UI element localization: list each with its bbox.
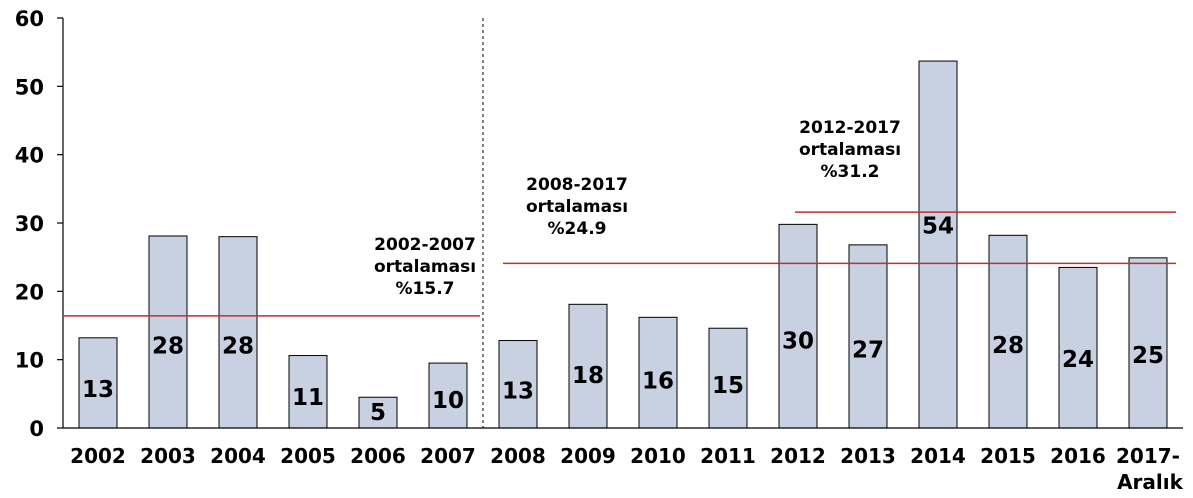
bar-2007 bbox=[428, 362, 468, 429]
average-annotation-line: ortalaması bbox=[799, 140, 901, 160]
bar-2002 bbox=[78, 337, 118, 429]
x-tick-label-2004: 2004 bbox=[210, 444, 266, 468]
x-tick-label-2011: 2011 bbox=[700, 444, 756, 468]
data-label-2006: 5 bbox=[370, 400, 386, 426]
data-label-2011: 15 bbox=[712, 373, 744, 399]
x-axis: 2002 2003 2004 2005 2006 2007 2008 2009 2010 2011… bbox=[63, 427, 1184, 494]
x-tick-label-2013: 2013 bbox=[840, 444, 896, 468]
y-axis: 0 10 20 30 40 50 60 bbox=[15, 7, 64, 441]
bar-2010 bbox=[638, 316, 678, 429]
x-tick-label-2010: 2010 bbox=[630, 444, 686, 468]
data-label-2012: 30 bbox=[782, 328, 814, 354]
y-tick-label: 30 bbox=[15, 212, 44, 236]
bar-2017- bbox=[1128, 257, 1168, 429]
x-tick-label-2012: 2012 bbox=[770, 444, 826, 468]
data-label-2005: 11 bbox=[292, 385, 324, 411]
x-tick-sublabel: Aralık bbox=[1117, 470, 1184, 494]
data-labels: 13 28 28 11 5 10 13 18 16 15 30 27 54 28 24 25 bbox=[82, 214, 1164, 427]
average-annotation-line: 2002-2007 bbox=[374, 235, 476, 255]
data-label-2016: 24 bbox=[1062, 347, 1094, 373]
average-annotation-line: 2012-2017 bbox=[799, 118, 901, 138]
bar-2016 bbox=[1058, 266, 1098, 429]
bar-2011 bbox=[708, 327, 748, 429]
x-tick-label-2017-: 2017- bbox=[1116, 444, 1180, 468]
x-tick-label-2003: 2003 bbox=[140, 444, 196, 468]
data-label-2004: 28 bbox=[222, 334, 254, 360]
data-label-2008: 13 bbox=[502, 378, 534, 404]
x-tick-label-2008: 2008 bbox=[490, 444, 546, 468]
data-label-2017-: 25 bbox=[1132, 343, 1164, 369]
y-tick-label: 10 bbox=[15, 349, 44, 373]
bar-2014 bbox=[918, 60, 958, 429]
x-tick-label-2015: 2015 bbox=[980, 444, 1036, 468]
data-label-2015: 28 bbox=[992, 333, 1024, 359]
bar-2009 bbox=[568, 303, 608, 429]
y-tick-label: 40 bbox=[15, 144, 44, 168]
average-lines: 2002-2007ortalaması%15.72008-2017ortalam… bbox=[63, 118, 1176, 317]
data-label-2009: 18 bbox=[572, 363, 604, 389]
bar-2006 bbox=[358, 396, 398, 429]
bar-2004 bbox=[218, 236, 258, 429]
x-tick-label-2014: 2014 bbox=[910, 444, 966, 468]
x-tick-label-2002: 2002 bbox=[70, 444, 126, 468]
y-tick-label: 50 bbox=[15, 75, 44, 99]
bar-2012 bbox=[778, 223, 818, 429]
bar-2003 bbox=[148, 235, 188, 429]
y-tick-label: 20 bbox=[15, 280, 44, 304]
average-annotation-line: %15.7 bbox=[396, 279, 455, 299]
bars bbox=[78, 60, 1168, 429]
bar-2015 bbox=[988, 234, 1028, 429]
average-annotation-line: ortalaması bbox=[526, 197, 628, 217]
data-label-2007: 10 bbox=[432, 388, 464, 414]
average-annotation-line: ortalaması bbox=[374, 257, 476, 277]
y-tick-label: 60 bbox=[15, 7, 44, 31]
average-annotation-line: %31.2 bbox=[821, 162, 880, 182]
x-tick-label-2016: 2016 bbox=[1050, 444, 1106, 468]
data-label-2013: 27 bbox=[852, 337, 884, 363]
bar-2008 bbox=[498, 340, 538, 429]
data-label-2002: 13 bbox=[82, 377, 114, 403]
x-tick-label-2009: 2009 bbox=[560, 444, 616, 468]
x-tick-label-2007: 2007 bbox=[420, 444, 476, 468]
x-tick-label-2005: 2005 bbox=[280, 444, 336, 468]
data-label-2010: 16 bbox=[642, 368, 674, 394]
data-label-2014: 54 bbox=[922, 214, 954, 240]
x-tick-label-2006: 2006 bbox=[350, 444, 406, 468]
data-label-2003: 28 bbox=[152, 333, 184, 359]
average-annotation-line: %24.9 bbox=[548, 219, 607, 239]
average-annotation-line: 2008-2017 bbox=[526, 175, 628, 195]
y-tick-label: 0 bbox=[29, 417, 44, 441]
